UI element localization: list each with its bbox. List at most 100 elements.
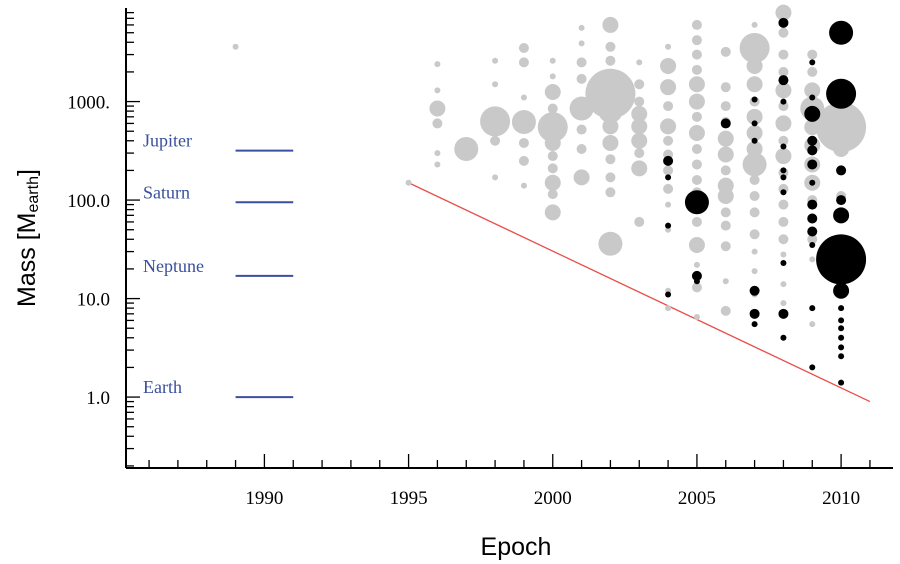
light-point [809,321,816,328]
dark-point [665,222,672,229]
dark-point [665,174,672,181]
light-point [691,174,702,185]
reference-label-earth: Earth [143,377,182,397]
light-point [780,281,787,288]
dark-point [809,364,816,371]
light-point [816,102,867,153]
dark-point [833,207,850,224]
light-point [778,27,789,38]
y-tick-label-10.0: 10.0 [77,290,110,311]
light-point [720,165,731,176]
dark-point [838,353,845,360]
dark-point [807,213,818,224]
light-point [547,189,558,200]
light-point [511,110,536,135]
light-point [778,216,789,227]
y-tick-label-1.0: 1.0 [86,388,110,409]
reference-label-neptune: Neptune [143,256,204,276]
light-point [751,21,758,28]
light-point [520,182,527,189]
light-point [634,148,645,159]
dark-point [836,165,847,176]
light-point [746,57,763,74]
light-point [720,220,731,231]
dark-point [749,308,760,319]
y-axis-title-close: ] [13,169,41,176]
ticks: 1990 1995 2000 2005 2010 1.0 10.0 100.0 1000. [67,11,871,509]
light-point [576,57,587,68]
dark-point [838,379,845,386]
light-point [605,187,616,198]
y-tick-label-1000.: 1000. [67,93,110,114]
light-point [636,59,643,66]
dark-point [778,75,789,86]
light-point [634,96,645,107]
light-point [518,137,529,148]
y-axis-title-sub: earth [25,176,42,212]
light-point [746,108,763,125]
dark-point [749,285,760,296]
light-point [631,118,648,135]
light-point [720,101,731,112]
light-point [780,300,787,307]
dark-point [807,145,818,156]
dark-point [816,234,867,285]
dark-point [778,308,789,319]
light-point [722,278,729,285]
points-light-series [232,4,867,328]
light-point [576,144,587,155]
light-point [544,84,561,101]
dark-point [836,268,847,279]
light-point [490,135,501,146]
light-point [688,236,705,253]
dark-point [684,190,709,215]
light-point [775,82,792,99]
dark-point [833,282,850,299]
light-point [578,24,585,31]
light-point [746,141,763,158]
light-point [537,112,568,143]
x-tick-label-2010: 2010 [822,488,860,509]
dark-point [780,259,787,266]
light-point [807,234,818,245]
light-point [602,118,619,135]
light-point [691,144,702,155]
light-point [691,216,702,227]
light-point [518,57,529,68]
light-point [720,207,731,218]
trend-line [408,182,871,403]
dark-point [691,270,702,281]
light-point [549,57,556,64]
dark-point [780,167,787,174]
light-point [434,87,441,94]
light-point [432,118,443,129]
dark-point [807,159,818,170]
light-point [693,261,700,268]
light-point [480,106,511,137]
light-point [688,76,705,93]
light-point [454,137,479,162]
light-point [807,66,818,77]
light-point [544,134,561,151]
light-point [691,282,702,293]
axes [125,8,893,469]
light-point [809,256,816,263]
dark-point [809,305,816,312]
light-point [691,35,702,46]
light-point [631,160,648,177]
reference-lines: Jupiter Saturn Neptune Earth [143,131,294,399]
light-point [232,43,239,50]
light-point [720,305,731,316]
light-point [665,201,672,208]
y-axis-title: Mass [Mearth] [13,169,42,307]
light-point [778,135,789,146]
light-point [746,76,763,93]
light-point [780,251,787,258]
light-point [547,163,558,174]
light-point [751,268,758,275]
light-point [585,68,636,119]
light-point [634,79,645,90]
dark-point [804,105,821,122]
dark-point [807,199,818,210]
light-point [663,101,674,112]
